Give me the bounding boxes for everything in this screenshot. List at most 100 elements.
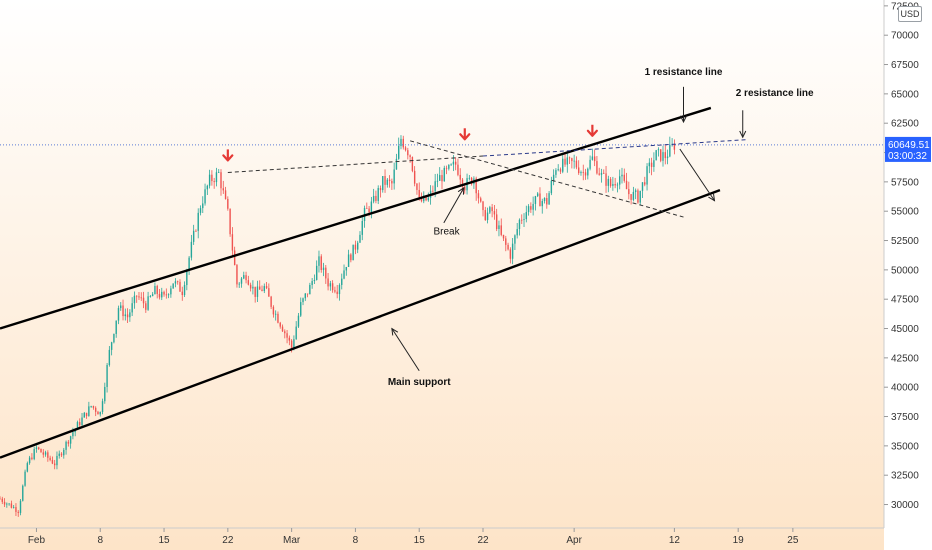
candle [457, 158, 459, 177]
candle [19, 499, 22, 516]
y-tick-label: 65000 [891, 89, 919, 100]
candle [625, 172, 628, 190]
candle [279, 321, 281, 329]
x-axis[interactable]: Feb 8 15 22 Mar 8 15 22 Apr 12 19 25 [0, 527, 884, 546]
candle [441, 169, 443, 190]
candle [277, 311, 279, 324]
candle [88, 401, 90, 417]
candle [550, 176, 553, 196]
candle [156, 284, 158, 299]
candle [24, 469, 26, 487]
candle [1, 496, 3, 505]
candle [325, 264, 327, 284]
y-tick-label: 67500 [891, 60, 919, 71]
candle [113, 333, 115, 344]
candle [366, 202, 368, 209]
candle [106, 363, 108, 393]
candle [655, 149, 657, 161]
resistance-2-line[interactable] [482, 139, 748, 157]
candle [295, 321, 297, 340]
candle [386, 177, 389, 188]
candle [286, 330, 288, 344]
y-tick-label: 35000 [891, 441, 919, 452]
candle [222, 180, 224, 194]
overlays-layer [0, 86, 884, 459]
currency-badge[interactable]: USD [898, 6, 922, 22]
dashed-top-line[interactable] [227, 155, 484, 173]
candle [170, 285, 172, 298]
candle [662, 145, 664, 167]
candle [179, 279, 181, 292]
candle [186, 268, 188, 291]
candle [493, 204, 496, 220]
candle [489, 205, 491, 215]
candle [459, 168, 461, 186]
candle [8, 503, 10, 506]
candle [411, 156, 414, 173]
y-axis-strip[interactable] [884, 0, 932, 550]
candle [65, 440, 67, 455]
candle [612, 176, 614, 191]
candle [639, 190, 641, 206]
candle [580, 170, 582, 176]
candle [206, 184, 209, 196]
candle [372, 188, 375, 204]
candle [110, 341, 113, 356]
candle [534, 195, 537, 211]
last-price-label: 60649.51 [888, 140, 930, 151]
upper-channel-line[interactable] [0, 106, 712, 330]
y-axis[interactable]: 7250070000675006500062500600005750055000… [883, 0, 932, 550]
candle [58, 450, 60, 459]
descending-dashed-line[interactable] [409, 140, 684, 218]
candle [404, 145, 407, 152]
candle [10, 500, 13, 509]
candle [653, 152, 655, 172]
pointer-break [443, 186, 465, 224]
candle [245, 271, 247, 284]
candle [334, 286, 336, 294]
candle [557, 164, 559, 172]
candle [648, 158, 651, 174]
candle [259, 280, 261, 290]
candle [81, 412, 83, 427]
candle [172, 283, 174, 289]
candle [51, 456, 54, 465]
candle [454, 157, 457, 171]
y-tick-label: 50000 [891, 265, 919, 276]
candle [511, 238, 514, 265]
candle [616, 182, 619, 193]
candle [63, 447, 65, 459]
annotation-resistance-1: 1 resistance line [645, 67, 723, 78]
main-support-line[interactable] [0, 188, 721, 459]
candle [197, 208, 199, 239]
y-tick-label: 32500 [891, 471, 919, 482]
candle [249, 282, 252, 292]
candle [272, 305, 275, 318]
candle [530, 202, 532, 213]
candle [188, 255, 190, 275]
candle [552, 169, 555, 186]
candle [163, 290, 165, 297]
candle [12, 505, 15, 509]
candle [486, 207, 489, 224]
candle [327, 272, 329, 291]
y-tick-label: 70000 [891, 31, 919, 42]
candle [343, 264, 345, 280]
candle [238, 282, 240, 288]
candle [584, 168, 587, 180]
candle [516, 223, 518, 239]
candle [208, 169, 211, 189]
candle [0, 496, 1, 500]
candle [482, 200, 484, 217]
candle [407, 147, 409, 160]
candle [195, 229, 197, 232]
candle [354, 240, 357, 255]
candle [309, 282, 311, 295]
marker-arrow-2 [459, 128, 471, 141]
candle [142, 291, 145, 309]
pointer-projection [679, 148, 716, 202]
candle [464, 184, 466, 194]
candle [306, 293, 309, 298]
candle [42, 449, 44, 458]
